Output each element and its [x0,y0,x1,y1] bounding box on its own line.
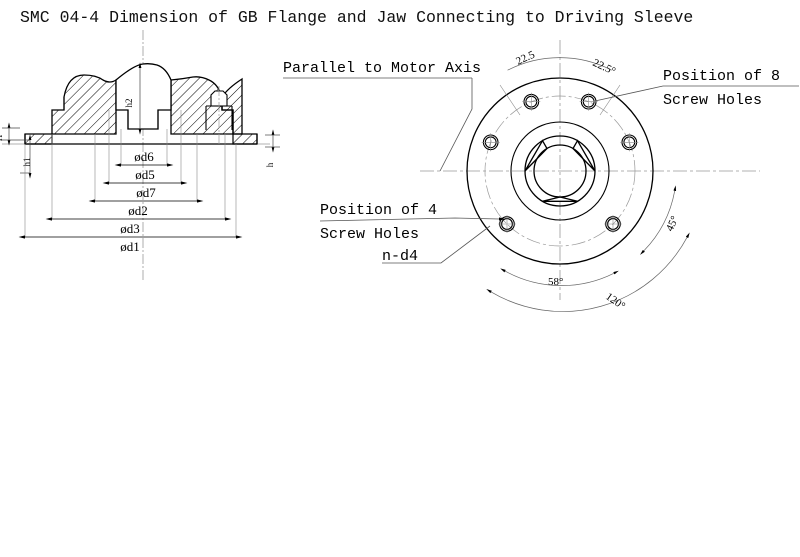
svg-text:H: H [0,134,4,141]
svg-text:Position of 8: Position of 8 [663,68,780,85]
svg-text:120°: 120° [603,291,627,313]
svg-text:58°: 58° [548,276,563,288]
svg-text:Position of 4: Position of 4 [320,202,437,219]
svg-text:ød6: ød6 [134,149,154,164]
svg-text:22.5°: 22.5° [591,57,618,78]
svg-text:ød2: ød2 [128,203,148,218]
svg-text:h1: h1 [22,158,32,167]
svg-text:h: h [265,162,275,167]
svg-text:ød3: ød3 [120,221,140,236]
svg-text:h2: h2 [124,99,134,108]
svg-text:Screw Holes: Screw Holes [320,226,419,243]
svg-text:22.5: 22.5 [514,48,537,67]
svg-text:Screw Holes: Screw Holes [663,92,762,109]
svg-text:ød7: ød7 [136,185,156,200]
svg-text:n-d4: n-d4 [382,248,418,265]
svg-text:ød5: ød5 [135,167,155,182]
svg-text:ød1: ød1 [120,239,140,254]
svg-text:Parallel to Motor Axis: Parallel to Motor Axis [283,60,481,77]
